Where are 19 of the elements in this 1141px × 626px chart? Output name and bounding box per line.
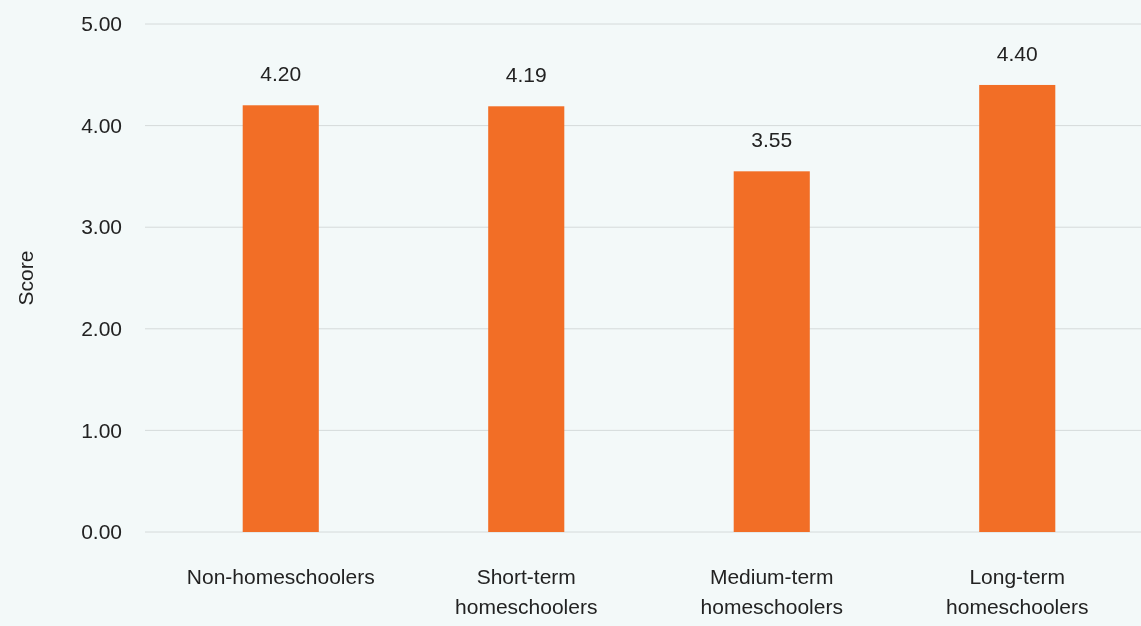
y-tick-label: 0.00 — [81, 520, 122, 544]
data-label: 4.40 — [996, 41, 1038, 65]
x-tick-label: Non-homeschoolers — [186, 565, 375, 588]
y-tick-label: 3.00 — [81, 215, 122, 239]
y-tick-label: 2.00 — [81, 317, 122, 341]
bar — [242, 105, 319, 532]
x-tick-label: Short-term homeschoolers — [455, 565, 598, 618]
bar — [979, 84, 1056, 532]
data-label: 4.20 — [260, 62, 302, 86]
y-axis-title: Score — [14, 250, 37, 306]
bar — [733, 171, 810, 532]
bar — [488, 106, 565, 532]
data-label: 4.19 — [505, 63, 547, 87]
y-tick-label: 1.00 — [81, 418, 122, 442]
x-tick-label: Medium-term homeschoolers — [700, 565, 843, 618]
x-tick-label: Long-term homeschoolers — [946, 565, 1089, 618]
data-label: 3.55 — [751, 128, 793, 152]
y-tick-label: 5.00 — [81, 12, 122, 36]
y-tick-label: 4.00 — [81, 113, 122, 137]
